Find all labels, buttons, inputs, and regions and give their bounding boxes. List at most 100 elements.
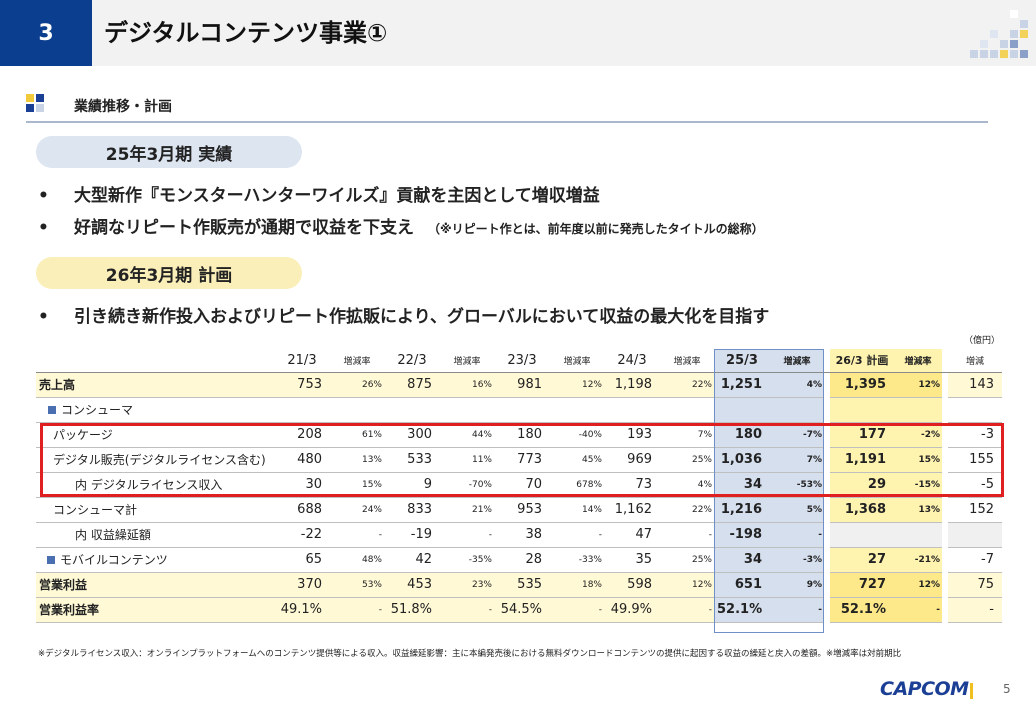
table-cell: - xyxy=(330,597,384,623)
table-row: デジタル販売(デジタルライセンス含む) 480 13% 533 11% 773 45% 969… xyxy=(36,447,1002,473)
table-cell: 75 xyxy=(948,572,1002,598)
table-cell: 300 xyxy=(384,422,440,448)
row-label: 売上高 xyxy=(36,372,274,398)
table-cell: 34 xyxy=(714,472,770,498)
row-label: コンシューマ xyxy=(36,397,274,423)
table-row: コンシューマ xyxy=(36,397,1002,423)
table-cell xyxy=(714,397,770,423)
col-header: 増減率 xyxy=(660,349,714,373)
col-header: 26/3 計画 xyxy=(830,349,894,373)
table-cell: -33% xyxy=(550,547,604,573)
table-header-row: 21/3 増減率 22/3 増減率 23/3 増減率 24/3 増減率 25/3… xyxy=(36,349,1002,373)
col-header: 25/3 xyxy=(714,349,770,373)
table-cell: 651 xyxy=(714,572,770,598)
table-cell: - xyxy=(330,522,384,548)
table-cell: 14% xyxy=(550,497,604,523)
table-row: コンシューマ計 688 24% 833 21% 953 14% 1,162 22% 1,216 5%… xyxy=(36,497,1002,523)
table-cell: 981 xyxy=(494,372,550,398)
table-cell: 152 xyxy=(948,497,1002,523)
table-cell: -3 xyxy=(948,422,1002,448)
table-cell: 1,162 xyxy=(604,497,660,523)
table-cell: 1,395 xyxy=(830,372,894,398)
table-cell: - xyxy=(550,597,604,623)
capcom-logo: CAPCOM xyxy=(880,678,969,700)
table-cell: 533 xyxy=(384,447,440,473)
table-cell: 12% xyxy=(550,372,604,398)
table-cell: 7% xyxy=(770,447,824,473)
table-cell xyxy=(948,397,1002,423)
logo-divider xyxy=(970,683,973,699)
table-cell xyxy=(274,397,330,423)
table-cell: 143 xyxy=(948,372,1002,398)
table-cell: 453 xyxy=(384,572,440,598)
table-cell: 5% xyxy=(770,497,824,523)
table-cell: 13% xyxy=(330,447,384,473)
unit-label: （億円） xyxy=(964,336,1001,346)
table-cell: 22% xyxy=(660,497,714,523)
table-cell: 48% xyxy=(330,547,384,573)
table-cell: 16% xyxy=(440,372,494,398)
table-cell: - xyxy=(660,597,714,623)
table-cell: -40% xyxy=(550,422,604,448)
table-cell: 12% xyxy=(660,572,714,598)
table-cell: 4% xyxy=(770,372,824,398)
col-header: 増減率 xyxy=(330,349,384,373)
table-cell: 180 xyxy=(714,422,770,448)
table-row: 売上高 753 26% 875 16% 981 12% 1,198 22% 1,251 4% 1,39… xyxy=(36,372,1002,398)
table-cell: 23% xyxy=(440,572,494,598)
col-header: 増減率 xyxy=(550,349,604,373)
table-cell: 15% xyxy=(330,472,384,498)
table-cell: -198 xyxy=(714,522,770,548)
table-row: パッケージ 208 61% 300 44% 180 -40% 193 7% 180 -7% 177 -2… xyxy=(36,422,1002,448)
section-label: 業績推移・計画 xyxy=(74,99,172,115)
table-cell: -35% xyxy=(440,547,494,573)
table-cell: -22 xyxy=(274,522,330,548)
table-cell: -53% xyxy=(770,472,824,498)
table-cell: -19 xyxy=(384,522,440,548)
row-label: 営業利益率 xyxy=(36,597,274,623)
table-cell: 25% xyxy=(660,547,714,573)
table-cell: 49.9% xyxy=(604,597,660,623)
table-cell: 833 xyxy=(384,497,440,523)
col-header: 増減 xyxy=(948,349,1002,373)
table-cell: 9% xyxy=(770,572,824,598)
table-cell: - xyxy=(894,597,942,623)
table-row: 営業利益 370 53% 453 23% 535 18% 598 12% 651 9% 727 12% 7… xyxy=(36,572,1002,598)
table-cell: 9 xyxy=(384,472,440,498)
table-cell: 688 xyxy=(274,497,330,523)
table-cell: 480 xyxy=(274,447,330,473)
table-cell: 11% xyxy=(440,447,494,473)
section-number: 3 xyxy=(0,0,92,66)
table-cell: 27 xyxy=(830,547,894,573)
row-label: 内 収益繰延額 xyxy=(36,522,274,548)
table-cell: 177 xyxy=(830,422,894,448)
table-cell: 28 xyxy=(494,547,550,573)
table-cell: 51.8% xyxy=(384,597,440,623)
table-cell: 34 xyxy=(714,547,770,573)
table-cell: 42 xyxy=(384,547,440,573)
table-cell: 52.1% xyxy=(830,597,894,623)
table-cell: 61% xyxy=(330,422,384,448)
table-cell: -2% xyxy=(894,422,942,448)
table-cell xyxy=(440,397,494,423)
row-label: モバイルコンテンツ xyxy=(36,547,274,573)
table-cell: 4% xyxy=(660,472,714,498)
table-cell: - xyxy=(770,522,824,548)
table-cell: 26% xyxy=(330,372,384,398)
table-cell: - xyxy=(660,522,714,548)
row-label: デジタル販売(デジタルライセンス含む) xyxy=(36,447,274,473)
table-cell: 1,036 xyxy=(714,447,770,473)
section-divider xyxy=(26,121,988,123)
square-bullet-icon xyxy=(47,556,55,564)
table-cell: 180 xyxy=(494,422,550,448)
table-cell: 49.1% xyxy=(274,597,330,623)
table-cell: - xyxy=(550,522,604,548)
table-cell xyxy=(330,397,384,423)
table-cell: 70 xyxy=(494,472,550,498)
table-cell: 1,191 xyxy=(830,447,894,473)
table-cell: 1,216 xyxy=(714,497,770,523)
table-cell: 15% xyxy=(894,447,942,473)
table-cell xyxy=(494,397,550,423)
repeat-title-note: （※リピート作とは、前年度以前に発売したタイトルの総称） xyxy=(428,222,764,236)
table-cell: 25% xyxy=(660,447,714,473)
